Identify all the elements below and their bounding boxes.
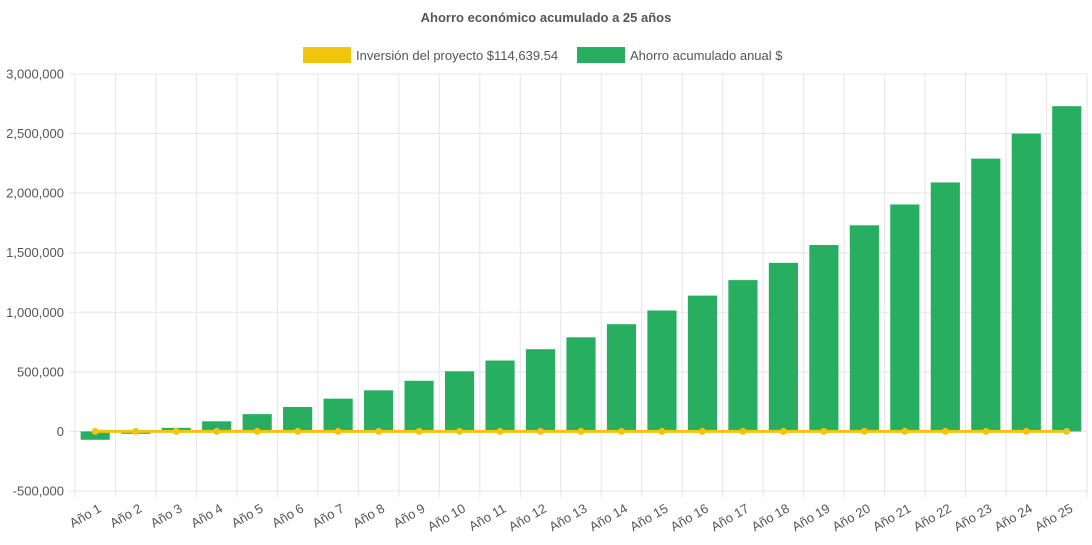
bar[interactable]: [971, 158, 1001, 432]
y-tick-label: -500,000: [13, 484, 64, 499]
line-point[interactable]: [739, 427, 747, 435]
bar[interactable]: [566, 337, 596, 432]
x-tick-label: Año 10: [425, 501, 468, 535]
line-point[interactable]: [132, 427, 140, 435]
bar[interactable]: [364, 390, 394, 432]
line-series: [91, 427, 1071, 435]
line-point[interactable]: [658, 427, 666, 435]
x-tick-label: Año 7: [310, 501, 347, 531]
x-tick-label: Año 20: [830, 501, 873, 535]
bar[interactable]: [242, 414, 272, 432]
x-tick-label: Año 4: [188, 501, 225, 531]
legend-swatch-inversion: [303, 47, 351, 63]
bar[interactable]: [687, 295, 718, 432]
bar[interactable]: [323, 398, 353, 432]
legend-item-inversion[interactable]: Inversión del proyecto $114,639.54: [303, 47, 558, 63]
x-tick-label: Año 11: [466, 501, 508, 534]
bar[interactable]: [80, 431, 110, 440]
line-point[interactable]: [982, 427, 990, 435]
x-tick-label: Año 13: [546, 501, 589, 535]
bar[interactable]: [485, 360, 515, 432]
line-point[interactable]: [617, 427, 625, 435]
bar[interactable]: [809, 244, 839, 432]
bar[interactable]: [444, 371, 475, 432]
y-tick-label: 1,500,000: [6, 245, 64, 260]
y-tick-label: 2,000,000: [6, 186, 64, 201]
line-point[interactable]: [1063, 427, 1071, 435]
y-tick-label: 0: [57, 424, 64, 439]
legend-label-ahorro: Ahorro acumulado anual $: [630, 48, 783, 63]
x-tick-label: Año 3: [148, 501, 185, 531]
bar[interactable]: [1052, 106, 1082, 432]
line-point[interactable]: [1022, 427, 1030, 435]
x-tick-label: Año 23: [951, 501, 994, 535]
line-point[interactable]: [577, 427, 585, 435]
line-point[interactable]: [172, 427, 180, 435]
x-tick-label: Año 17: [708, 501, 751, 535]
line-point[interactable]: [941, 427, 949, 435]
line-point[interactable]: [334, 427, 342, 435]
chart-title: Ahorro económico acumulado a 25 años: [421, 10, 672, 25]
line-point[interactable]: [213, 427, 221, 435]
line-point[interactable]: [901, 427, 909, 435]
legend-label-inversion: Inversión del proyecto $114,639.54: [356, 48, 558, 63]
bar[interactable]: [606, 324, 637, 432]
x-axis: Año 1 Año 2 Año 3 Año 4 Año 5 Año 6 Año 7 Año 8…: [67, 501, 1075, 535]
line-point[interactable]: [496, 427, 504, 435]
x-tick-label: Año 16: [668, 501, 711, 535]
x-tick-label: Año 6: [269, 501, 306, 531]
bar-series: [80, 106, 1082, 440]
line-point[interactable]: [253, 427, 261, 435]
x-tick-label: Año 18: [749, 501, 792, 535]
bar[interactable]: [283, 407, 313, 432]
line-point[interactable]: [456, 427, 464, 435]
line-point[interactable]: [537, 427, 545, 435]
x-tick-label: Año 22: [911, 501, 954, 535]
bar[interactable]: [525, 349, 556, 432]
line-point[interactable]: [415, 427, 423, 435]
y-tick-label: 1,000,000: [6, 305, 64, 320]
x-tick-label: Año 24: [992, 501, 1035, 535]
bar[interactable]: [930, 182, 960, 432]
bar[interactable]: [202, 421, 232, 432]
y-tick-label: 3,000,000: [6, 67, 64, 82]
x-tick-label: Año 9: [391, 501, 428, 531]
line-point[interactable]: [779, 427, 787, 435]
legend: Inversión del proyecto $114,639.54 Ahorr…: [303, 47, 783, 63]
x-tick-label: Año 1: [67, 501, 104, 531]
line-point[interactable]: [820, 427, 828, 435]
line-point[interactable]: [91, 427, 99, 435]
bar[interactable]: [768, 262, 798, 432]
legend-swatch-ahorro: [577, 47, 625, 63]
x-tick-label: Año 12: [506, 501, 549, 535]
bar[interactable]: [728, 280, 758, 432]
legend-item-ahorro[interactable]: Ahorro acumulado anual $: [577, 47, 783, 63]
x-tick-label: Año 15: [627, 501, 670, 535]
bar[interactable]: [404, 380, 434, 432]
y-tick-label: 500,000: [17, 364, 64, 379]
x-tick-label: Año 2: [107, 501, 144, 531]
y-axis: 3,000,000 2,500,000 2,000,000 1,500,000 1,00…: [6, 67, 64, 499]
line-point[interactable]: [698, 427, 706, 435]
bar[interactable]: [647, 310, 677, 432]
x-tick-label: Año 5: [229, 501, 266, 531]
line-point[interactable]: [375, 427, 383, 435]
x-tick-label: Año 8: [350, 501, 387, 531]
bar[interactable]: [849, 225, 879, 432]
bar[interactable]: [890, 204, 920, 432]
y-tick-label: 2,500,000: [6, 126, 64, 141]
x-tick-label: Año 14: [587, 501, 630, 535]
grid-layer: [69, 73, 1088, 497]
x-tick-label: Año 21: [870, 501, 913, 535]
line-point[interactable]: [294, 427, 302, 435]
line-point[interactable]: [860, 427, 868, 435]
bar[interactable]: [1011, 133, 1041, 432]
x-tick-label: Año 19: [789, 501, 832, 535]
x-tick-label: Año 25: [1032, 501, 1075, 535]
